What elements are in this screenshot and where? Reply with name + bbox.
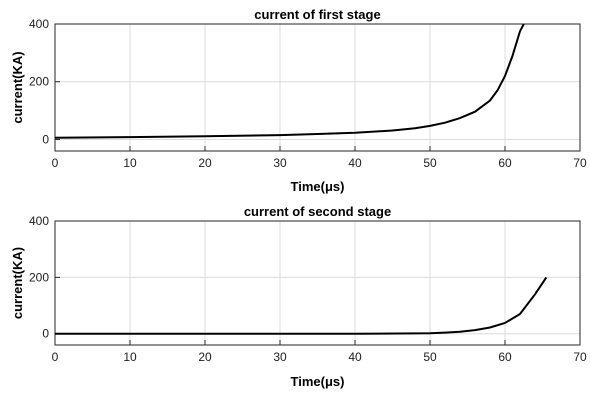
x-tick-label: 70 <box>573 156 587 170</box>
y-tick-label: 0 <box>42 132 49 146</box>
x-tick-label: 70 <box>573 350 587 364</box>
y-tick-label: 200 <box>29 75 49 89</box>
x-tick-label: 40 <box>348 156 362 170</box>
axes-frame <box>54 220 581 346</box>
chart-second-stage: 0 10 20 30 40 50 60 70 0 200 400 current of second … <box>10 204 587 389</box>
y-axis-label: current(KA) <box>10 51 25 123</box>
chart-title: current of first stage <box>254 7 380 22</box>
x-tick-label: 60 <box>498 350 512 364</box>
x-tick-label: 50 <box>423 156 437 170</box>
chart-first-stage: 0 10 20 30 40 50 60 70 0 200 400 current of first s… <box>10 7 587 194</box>
chart-title: current of second stage <box>244 204 391 219</box>
y-axis-label: current(KA) <box>10 247 25 319</box>
y-tick-label: 200 <box>29 270 49 284</box>
x-tick-label: 60 <box>498 156 512 170</box>
x-axis-label: Time(μs) <box>291 179 345 194</box>
x-tick-label: 50 <box>423 350 437 364</box>
x-tick-label: 0 <box>52 350 59 364</box>
x-axis-label: Time(μs) <box>291 374 345 389</box>
plot-area <box>54 220 581 346</box>
x-tick-label: 30 <box>273 350 287 364</box>
x-tick-label: 40 <box>348 350 362 364</box>
x-tick-label: 30 <box>273 156 287 170</box>
x-tick-label: 20 <box>198 156 212 170</box>
y-tick-label: 0 <box>42 327 49 341</box>
y-tick-label: 400 <box>29 17 49 31</box>
series-line <box>55 276 548 335</box>
x-tick-label: 10 <box>123 156 137 170</box>
x-tick-label: 0 <box>52 156 59 170</box>
plot-area <box>54 23 581 152</box>
x-tick-label: 20 <box>198 350 212 364</box>
axes-frame <box>54 23 581 152</box>
y-tick-label: 400 <box>29 214 49 228</box>
series-line <box>54 23 525 139</box>
x-tick-label: 10 <box>123 350 137 364</box>
